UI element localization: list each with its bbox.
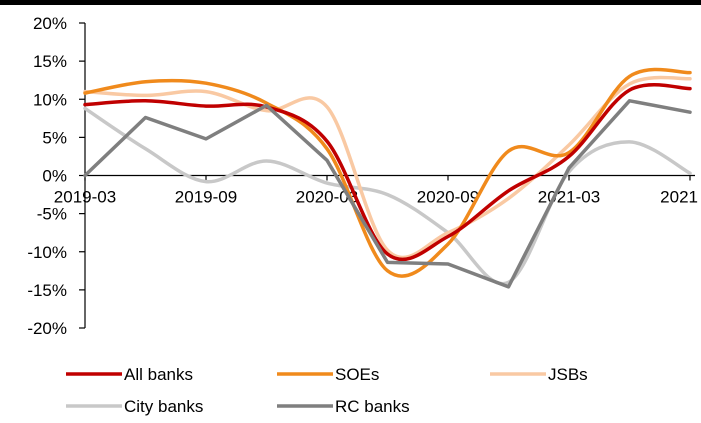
y-tick-label: 0% (42, 167, 67, 186)
x-tick-label: 2021 (660, 188, 698, 207)
legend-label-soes: SOEs (335, 365, 379, 384)
y-tick-label: 5% (42, 128, 67, 147)
y-tick-label: -20% (27, 319, 67, 338)
series-layer (83, 67, 692, 289)
y-tick-label: -15% (27, 281, 67, 300)
series-line-jsbs (83, 75, 692, 260)
x-tick-label: 2019-03 (54, 188, 116, 207)
y-axis: 20% 15% 10% 5% 0% -5% -10% -15% -20% (27, 14, 86, 338)
y-tick-label: -5% (37, 205, 67, 224)
series-line-soes (83, 67, 692, 278)
legend-label-rc-banks: RC banks (335, 397, 410, 416)
series-line-rc-banks (83, 99, 692, 289)
y-tick-label: 15% (33, 52, 67, 71)
y-tick-label: -10% (27, 243, 67, 262)
legend: All banks SOEs JSBs City banks RC banks (66, 365, 588, 416)
x-tick-label: 2021-03 (538, 188, 600, 207)
x-tick-label: 2020-09 (417, 188, 479, 207)
legend-label-all-banks: All banks (124, 365, 193, 384)
x-tick-label: 2019-09 (175, 188, 237, 207)
y-tick-label: 10% (33, 90, 67, 109)
legend-label-jsbs: JSBs (548, 365, 588, 384)
series-line-all-banks (83, 82, 692, 262)
series-line-city-banks (83, 106, 692, 286)
y-tick-label: 20% (33, 14, 67, 33)
top-border-bar (0, 0, 701, 5)
legend-label-city-banks: City banks (124, 397, 203, 416)
x-tick-label: 2020-03 (296, 188, 358, 207)
